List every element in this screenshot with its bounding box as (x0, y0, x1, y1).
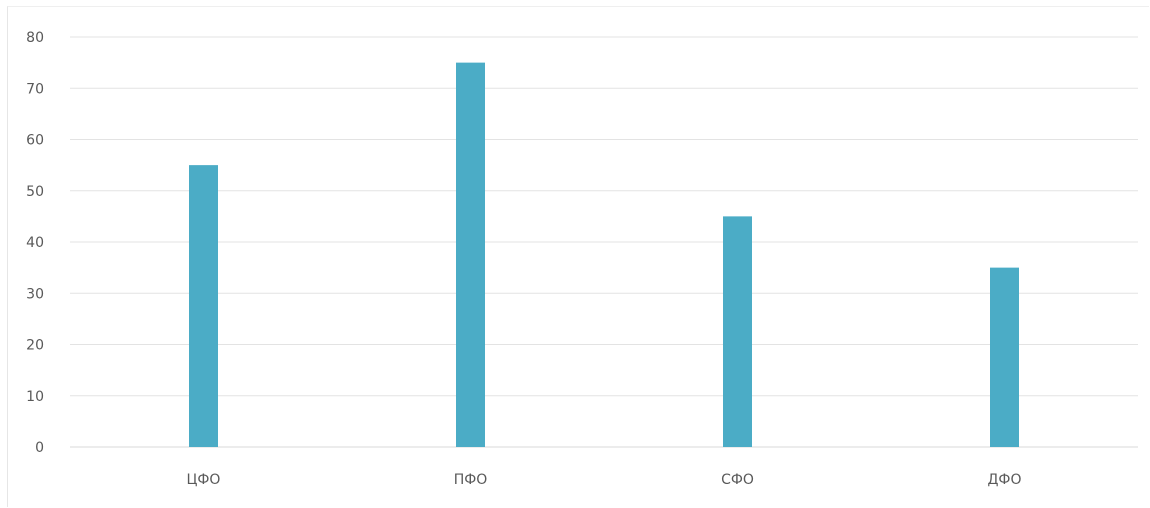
x-axis-category-labels: ЦФО ПФО СФО ДФО (187, 472, 1022, 488)
y-tick-label: 40 (26, 235, 44, 251)
y-tick-label: 50 (26, 184, 44, 200)
x-category-label: ПФО (454, 472, 488, 488)
bar-1 (189, 165, 218, 447)
y-axis-tick-labels: 0 10 20 30 40 50 60 70 80 (26, 30, 44, 456)
y-tick-label: 20 (26, 338, 44, 354)
gridlines (70, 36, 1138, 448)
y-tick-label: 0 (35, 440, 44, 456)
y-tick-label: 60 (26, 133, 44, 149)
y-tick-label: 70 (26, 81, 44, 97)
x-category-label: СФО (721, 472, 754, 488)
x-category-label: ЦФО (187, 472, 221, 488)
y-tick-label: 80 (26, 30, 44, 46)
y-tick-label: 10 (26, 389, 44, 405)
y-tick-label: 30 (26, 286, 44, 302)
bar-2 (456, 62, 485, 447)
bar-3 (723, 216, 752, 447)
bars (189, 62, 1019, 447)
x-category-label: ДФО (987, 472, 1021, 488)
bar-4 (990, 267, 1019, 447)
